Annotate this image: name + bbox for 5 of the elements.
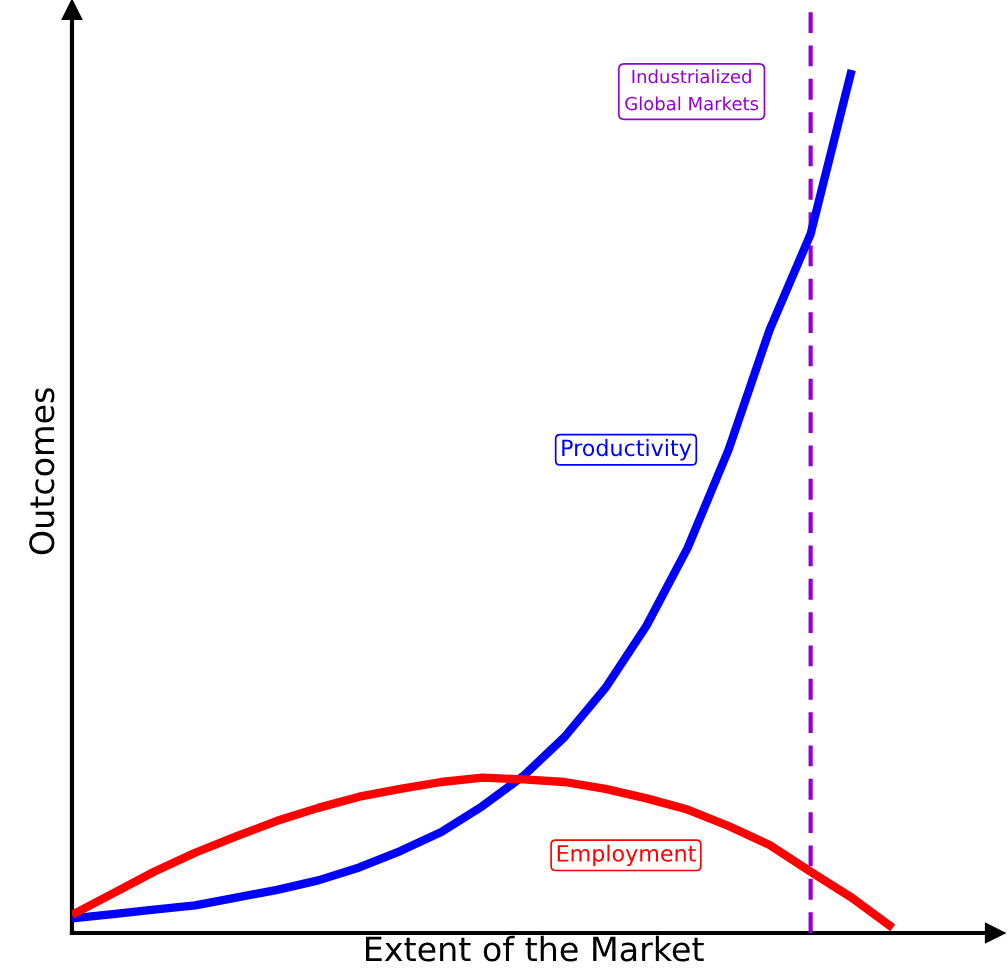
series-label: Productivity [562, 438, 692, 461]
series-label: Employment [557, 844, 696, 867]
y-axis-title: Outcomes [29, 388, 55, 555]
annotation: Industrialized Global Markets [625, 69, 759, 111]
x-axis-title: Extent of the Market [366, 935, 704, 962]
